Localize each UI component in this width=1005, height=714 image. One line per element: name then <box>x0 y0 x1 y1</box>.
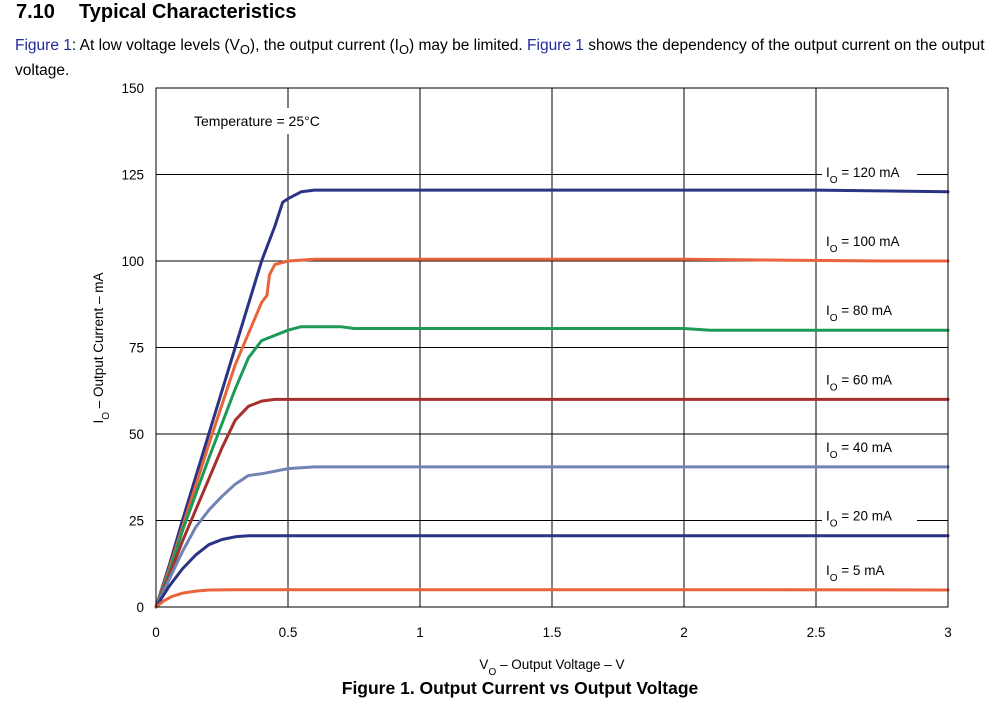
section-title: Typical Characteristics <box>79 1 297 23</box>
x-tick-label: 3 <box>944 625 952 640</box>
series-line <box>154 188 950 609</box>
series-label-bg <box>822 437 917 458</box>
x-tick-label: 2.5 <box>807 625 826 640</box>
series-label: IO = 80 mA <box>826 303 892 324</box>
x-tick-label: 2 <box>680 625 688 640</box>
x-tick-label: 1 <box>416 625 424 640</box>
x-tick-label: 0 <box>152 625 160 640</box>
series-line <box>154 257 950 609</box>
x-tick-label: 0.5 <box>279 625 298 640</box>
annotation-bg <box>186 108 356 134</box>
figure-caption: Figure 1. Output Current vs Output Volta… <box>341 678 699 698</box>
y-tick-label: 100 <box>121 254 144 269</box>
series-label: IO = 60 mA <box>826 372 892 393</box>
series-line <box>154 534 950 609</box>
series-label-bg <box>822 301 917 322</box>
series-label-bg <box>822 561 917 582</box>
series-label-bg <box>822 162 917 183</box>
section-heading: 7.10 Typical Characteristics <box>16 1 297 24</box>
series-line <box>154 325 950 609</box>
x-axis-label: VO – Output Voltage – V <box>479 657 624 678</box>
series-line <box>154 465 950 609</box>
series-label-bg <box>822 506 917 527</box>
y-tick-label: 50 <box>129 427 144 442</box>
section-number: 7.10 <box>16 1 55 23</box>
series-label: IO = 120 mA <box>826 165 899 186</box>
series-label-bg <box>822 370 917 391</box>
series-label: IO = 100 mA <box>826 234 899 255</box>
y-tick-label: 0 <box>136 600 144 615</box>
series-label: IO = 20 mA <box>826 509 892 530</box>
series-line <box>154 397 950 609</box>
y-axis-label: IO – Output Current – mA <box>91 272 112 423</box>
temperature-annotation-text: Temperature = 25°C <box>194 113 320 129</box>
series-label: IO = 40 mA <box>826 440 892 461</box>
figure-link[interactable]: Figure 1 <box>15 37 72 54</box>
chart-series <box>154 188 950 609</box>
series-label: IO = 5 mA <box>826 563 884 584</box>
chart-labels: 0 0.5 1 1.5 2 2.5 3 0 25 50 75 100 125 150 IO = 120 mA… <box>121 81 951 640</box>
series-line <box>154 588 950 609</box>
y-tick-label: 150 <box>121 81 144 96</box>
temperature-annotation: Temperature = 25°C <box>186 108 356 134</box>
y-tick-label: 75 <box>129 341 144 356</box>
y-tick-label: 25 <box>129 514 144 529</box>
figure-link[interactable]: Figure 1 <box>527 37 584 54</box>
series-label-bg <box>822 232 917 252</box>
intro-paragraph: Figure 1: At low voltage levels (VO), th… <box>15 37 985 80</box>
plot-frame <box>155 87 949 608</box>
x-tick-label: 1.5 <box>543 625 562 640</box>
y-tick-label: 125 <box>121 168 144 183</box>
